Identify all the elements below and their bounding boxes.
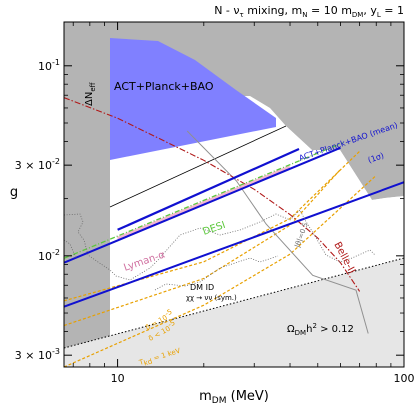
dneff-label: ΔNeff (84, 82, 97, 106)
y-tick-label: 3 × 10-3 (15, 347, 60, 362)
series-layer (64, 97, 404, 367)
omega-boundary-line (64, 257, 404, 349)
series-delta-2-line (64, 168, 341, 327)
lines-layer (64, 125, 404, 349)
omega-region (64, 258, 404, 367)
y-tick-label: 10-2 (38, 248, 60, 263)
omega-label: ΩDMh2 > 0.12 (287, 322, 354, 337)
allowed-wedge (110, 126, 404, 335)
dmid-label-1: DM ID (190, 283, 214, 292)
chart-title: N - ντ mixing, mN = 10 mDM, yL = 1 (214, 4, 404, 19)
dmid-label-2: χχ → νν (sym.) (186, 294, 237, 302)
series-act-upper-line (64, 146, 341, 264)
y-tick-label: 3 × 10-2 (15, 157, 60, 172)
series-act-lower-line (64, 181, 404, 308)
y-tick-label: 10-1 (38, 58, 60, 73)
act-region-label: ACT+Planck+BAO (114, 80, 214, 93)
series-lyman-line (116, 165, 291, 241)
gray-boundary-line (109, 125, 287, 208)
series-act-mean-line (117, 147, 300, 231)
x-tick-label: 100 (394, 372, 415, 385)
x-tick-label: 10 (111, 372, 125, 385)
plot-frame (63, 21, 405, 368)
act-region (110, 38, 276, 160)
series-tkd-line (64, 174, 377, 367)
y-axis-label: g (10, 185, 18, 200)
left-excluded-strip (64, 96, 110, 367)
x-axis-label: mDM (MeV) (199, 389, 269, 406)
series-belle-line (64, 97, 361, 292)
series-desi-line (64, 142, 343, 259)
series-theta-line (186, 130, 369, 334)
ticks-layer: 10 100 10-1 3 × 10-2 10-2 3 × 10-3 (15, 22, 415, 385)
dm-id-contour (63, 209, 376, 291)
